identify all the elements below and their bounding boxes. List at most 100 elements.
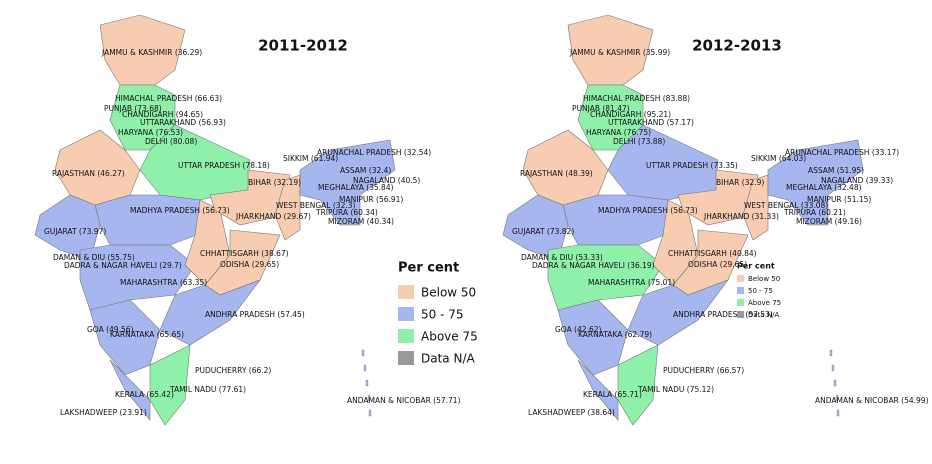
state-label: ARUNACHAL PRADESH (33.17) [785, 148, 899, 157]
state-label: CHHATTISGARH (40.84) [668, 249, 757, 258]
state-label: JHARKHAND (31.33) [703, 212, 779, 221]
island [829, 349, 833, 357]
north-east [767, 139, 864, 226]
legend-label: 50 - 75 [748, 287, 773, 295]
island [361, 349, 365, 357]
state-label: KERALA (65.71) [583, 390, 642, 399]
west-bengal [742, 174, 769, 241]
state-label: LAKSHADWEEP (38.64) [528, 408, 615, 417]
tamil-nadu [617, 344, 659, 426]
state-label: MADHYA PRADESH (56.73) [598, 206, 698, 215]
legend-swatch [737, 311, 744, 318]
legend-label: Data N/A [421, 352, 475, 366]
state-label: ARUNACHAL PRADESH (32.54) [317, 148, 431, 157]
state-label: CHHATTISGARH (38.67) [200, 249, 289, 258]
madhya-pradesh [562, 194, 679, 246]
state-label: TRIPURA (60.34) [315, 208, 378, 217]
state-label: MAHARASHTRA (75.01) [588, 278, 675, 287]
island [835, 394, 839, 402]
state-label: GUJARAT (73.97) [44, 227, 106, 236]
legend-swatch [737, 275, 744, 282]
state-label: DADRA & NAGAR HAVELI (36.19) [532, 261, 655, 270]
legend-swatch [398, 307, 414, 321]
state-label: NAGALAND (40.5) [353, 176, 420, 185]
island [836, 409, 840, 417]
island [365, 379, 369, 387]
west-bengal [274, 174, 301, 241]
legend-label: Below 50 [748, 275, 780, 283]
india-map: JAMMU & KASHMIR (35.99) HIMACHAL PRADESH … [502, 14, 929, 426]
state-label: MEGHALAYA (35.84) [318, 183, 394, 192]
state-label: UTTARAKHAND (57.17) [608, 118, 694, 127]
state-label: DAMAN & DIU (55.75) [53, 253, 135, 262]
state-label: ANDHRA PRADESH (57.53) [673, 310, 773, 319]
state-label: ASSAM (32.4) [340, 166, 391, 175]
state-label: WEST BENGAL (33.08) [744, 201, 828, 210]
state-label: GOA (42.62) [555, 325, 601, 334]
state-label: ODISHA (29.65) [688, 260, 747, 269]
legend-swatch [737, 287, 744, 294]
state-label: TAMIL NADU (77.61) [169, 385, 246, 394]
state-label: MADHYA PRADESH (56.73) [130, 206, 230, 215]
state-label: ANDHRA PRADESH (57.45) [205, 310, 305, 319]
state-label: SIKKIM (61.94) [283, 154, 338, 163]
state-label: CHANDIGARH (95.21) [590, 110, 671, 119]
kerala [109, 359, 151, 421]
tamil-nadu [149, 344, 191, 426]
island [363, 364, 367, 372]
state-label: JHARKHAND (29.67) [235, 212, 311, 221]
state-label: MIZORAM (40.34) [328, 217, 394, 226]
state-label: WEST BENGAL (32.3) [276, 201, 356, 210]
state-label: DELHI (80.08) [145, 137, 197, 146]
state-label: RAJASTHAN (46.27) [52, 169, 125, 178]
state-label: PUNJAB (81.47) [572, 104, 630, 113]
state-label: ODISHA (29.65) [220, 260, 279, 269]
state-label: GUJARAT (73.82) [512, 227, 574, 236]
state-label: KERALA (65.42) [115, 390, 174, 399]
legend-title: Per cent [737, 262, 775, 271]
gujarat [34, 194, 101, 261]
island [368, 409, 372, 417]
state-label: JAMMU & KASHMIR (35.99) [569, 48, 670, 57]
state-label: PUDUCHERRY (66.57) [663, 366, 744, 375]
state-label: TRIPURA (60.21) [783, 208, 846, 217]
madhya-pradesh [94, 194, 211, 246]
state-label: MAHARASHTRA (63.35) [120, 278, 207, 287]
state-label: HIMACHAL PRADESH (83.88) [583, 94, 690, 103]
state-label: MANIPUR (56.91) [339, 195, 403, 204]
state-label: RAJASTHAN (48.39) [520, 169, 593, 178]
state-label: DADRA & NAGAR HAVELI (29.7) [64, 261, 182, 270]
legend-label: Above 75 [421, 330, 478, 344]
legend-label: Below 50 [421, 286, 476, 300]
andhra-pradesh [627, 279, 729, 346]
state-label: GOA (49.56) [87, 325, 133, 334]
map-title: 2011-2012 [258, 37, 348, 55]
north-east [299, 139, 396, 226]
island [833, 379, 837, 387]
legend-swatch [737, 299, 744, 306]
state-label: ASSAM (51.95) [808, 166, 864, 175]
state-label: JAMMU & KASHMIR (36.29) [101, 48, 202, 57]
state-label: SIKKIM (64.03) [751, 154, 806, 163]
state-label: MIZORAM (49.16) [796, 217, 862, 226]
state-label: UTTAR PRADESH (73.35) [646, 161, 738, 170]
legend-title: Per cent [398, 261, 459, 276]
state-label: PUNJAB (73.68) [104, 104, 162, 113]
state-label: DELHI (73.88) [613, 137, 665, 146]
state-label: ANDAMAN & NICOBAR (54.99) [815, 396, 929, 405]
state-label: LAKSHADWEEP (23.91) [60, 408, 147, 417]
state-label: HARYANA (76.75) [586, 128, 651, 137]
state-label: MANIPUR (51.15) [807, 195, 871, 204]
island [367, 394, 371, 402]
map-title: 2012-2013 [692, 37, 782, 55]
state-label: DAMAN & DIU (53.33) [521, 253, 603, 262]
island [831, 364, 835, 372]
legend-label: Above 75 [748, 299, 781, 307]
state-label: HIMACHAL PRADESH (66.63) [115, 94, 222, 103]
state-label: HARYANA (76.53) [118, 128, 183, 137]
legend-label: Data N/A [748, 311, 780, 319]
legend-swatch [398, 285, 414, 299]
gujarat [502, 194, 569, 261]
state-label: UTTARAKHAND (56.93) [140, 118, 226, 127]
